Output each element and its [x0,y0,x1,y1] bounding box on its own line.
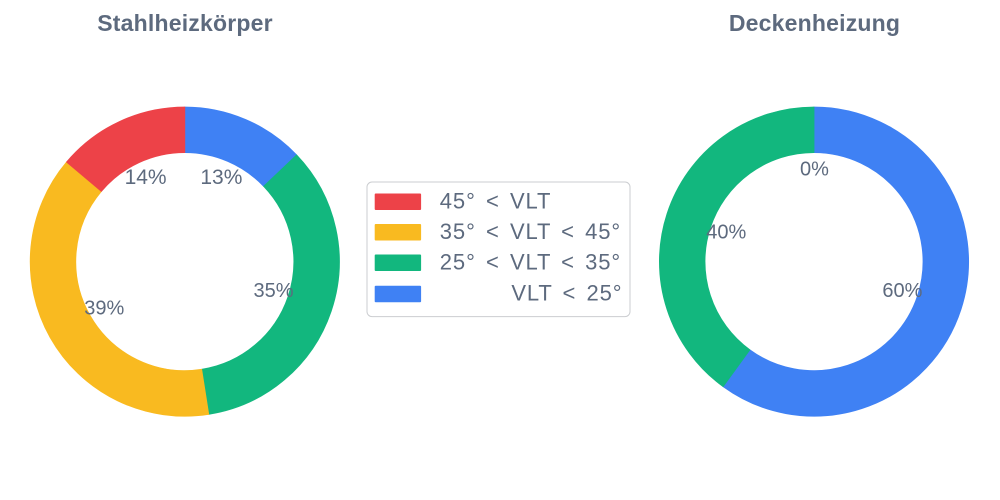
svg-text:60%: 60% [882,280,922,302]
svg-text:35%: 35% [253,280,293,302]
svg-text:VLT < 25°: VLT < 25° [511,281,622,306]
svg-text:Deckenheizung: Deckenheizung [729,10,900,36]
svg-text:35° < VLT < 45°: 35° < VLT < 45° [440,219,621,244]
svg-text:25° < VLT < 35°: 25° < VLT < 35° [440,249,621,274]
svg-text:39%: 39% [84,297,124,319]
svg-text:0%: 0% [800,159,829,181]
svg-text:45° < VLT: 45° < VLT [440,189,552,214]
svg-text:40%: 40% [706,222,746,244]
svg-text:Stahlheizkörper: Stahlheizkörper [97,10,273,36]
svg-text:14%: 14% [125,166,167,189]
svg-text:13%: 13% [200,166,242,189]
